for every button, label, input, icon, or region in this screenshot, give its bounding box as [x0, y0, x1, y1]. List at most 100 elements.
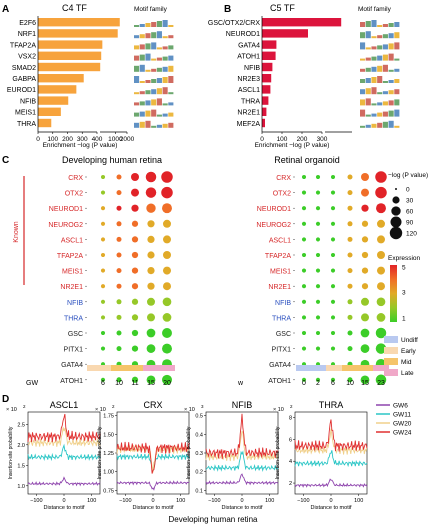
d-yticklabel-CRX-0.75: 0.75 [103, 488, 114, 494]
right-dot-NEUROG2-6 [330, 221, 336, 226]
a-motif-SMAD2-glyph-5 [162, 66, 168, 72]
panel-b-letter: B [224, 4, 231, 15]
right-row-NEUROD1: NEUROD1 [257, 206, 291, 213]
b-motif-GATA4-glyph-2 [371, 46, 377, 50]
left-dot-CRX-15 [145, 171, 157, 183]
panel-c-letter: C [2, 155, 9, 166]
a-motif-MEIS1-glyph-5 [162, 113, 168, 117]
b-motif-ASCL1-glyph-2 [371, 87, 377, 95]
right-dot-THRA-15 [360, 313, 370, 322]
b-motif-NFIB-glyph-6 [394, 68, 400, 72]
left-dot-NR2E1-10 [116, 283, 122, 289]
d-line-NFIB-GW20 [205, 430, 279, 462]
d-legend-label-GW20: GW20 [393, 421, 412, 428]
d-yticklabel-ASCL1-2.0: 2.0 [17, 443, 25, 449]
left-dot-NEUROD1-11 [131, 204, 139, 212]
left-dot-MEIS1-11 [131, 267, 139, 274]
right-dot-ATOH1-0 [301, 377, 307, 382]
panel-d-letter: D [2, 394, 9, 405]
b-motif-GATA4-glyph-0 [360, 42, 366, 50]
d-line-ASCL1-GW20 [27, 427, 101, 448]
left-dot-NEUROD1-10 [116, 205, 122, 211]
right-dot-TFAP2A-15 [361, 251, 369, 259]
right-dot-NR2E1-0 [301, 284, 307, 289]
a-bar-MEIS1 [38, 107, 61, 116]
a-motif-VSX2-glyph-6 [168, 55, 174, 61]
left-dot-PITX1-11 [131, 345, 139, 352]
b-motif-GSC/OTX2/CRX-glyph-0 [360, 22, 366, 27]
b-label-GATA4: GATA4 [238, 42, 260, 49]
left-dot-TFAP2A-10 [116, 252, 122, 258]
right-dot-ATOH1-15 [360, 375, 370, 385]
a-motif-NRF1-glyph-2 [145, 33, 151, 39]
d-xlabel-THRA: Distance to motif [311, 505, 352, 511]
d-xticklabel-THRA-1: 0 [329, 498, 332, 504]
left-row-ASCL1: ASCL1 [61, 237, 83, 244]
d-legend-label-GW6: GW6 [393, 403, 408, 410]
right-dot-NEUROG2-2 [315, 221, 321, 226]
a-label-E2F6: E2F6 [19, 20, 36, 27]
a-bar-EUROD1 [38, 85, 77, 94]
a-motif-NFIB-glyph-1 [139, 101, 145, 106]
right-dot-TFAP2A-10 [347, 252, 353, 258]
right-dot-OTX2-6 [330, 190, 336, 195]
a-motif-EUROD1-glyph-3 [151, 89, 157, 95]
panel-c-left-xlabel: GW [26, 380, 38, 387]
size-legend-dot-0 [395, 188, 397, 190]
d-line-ASCL1-GW6 [27, 476, 101, 487]
b-motif-THRA-glyph-5 [388, 100, 394, 106]
d-yticklabel-NFIB-0.3: 0.3 [195, 451, 203, 457]
b-motif-ATOH1-glyph-0 [360, 58, 366, 61]
left-row-TFAP2A: TFAP2A [57, 253, 83, 260]
a-bar-NRF1 [38, 29, 118, 38]
b-motif-NEUROD1-glyph-5 [388, 33, 394, 39]
size-legend-label-90: 90 [406, 220, 414, 227]
a-motif-NFIB-glyph-5 [162, 103, 168, 106]
panel-b-motif-label: Motif family [358, 6, 392, 13]
right-row-OTX2: OTX2 [273, 191, 291, 198]
left-dot-CRX-10 [116, 174, 122, 180]
right-row-NFIB: NFIB [275, 300, 291, 307]
a-label-VSX2: VSX2 [18, 54, 36, 61]
b-motif-ASCL1-glyph-1 [365, 88, 371, 95]
panel-c-right-title: Retinal organoid [274, 155, 340, 165]
left-row-NR2E1: NR2E1 [60, 284, 83, 291]
a-motif-NFIB-glyph-0 [134, 102, 140, 106]
left-dot-MEIS1-20 [162, 266, 172, 275]
right-dot-NFIB-6 [330, 299, 336, 304]
left-dot-ASCL1-15 [147, 235, 155, 243]
d-frame-ASCL1 [27, 411, 101, 495]
right-dot-NFIB-2 [315, 299, 321, 304]
panel-a-chart: E2F6 NRF1 TFAP2A VSX2 SMAD2 GABPA EUROD1 NFIB ME… [7, 16, 174, 143]
left-dot-ATOH1-11 [131, 376, 139, 383]
size-legend-dot-90 [390, 216, 402, 228]
left-dot-NEUROD1-15 [146, 203, 156, 213]
stage-legend-swatch-Early [384, 347, 398, 354]
b-motif-GSC/OTX2/CRX-glyph-2 [371, 20, 377, 27]
right-dot-THRA-6 [330, 315, 336, 320]
right-dot-MEIS1-23 [376, 266, 386, 275]
left-dot-THRA-10 [116, 314, 122, 320]
left-dot-GSC-10 [116, 330, 122, 336]
left-stage-bar-1 [111, 365, 143, 371]
a-motif-NFIB-glyph-6 [168, 102, 174, 106]
right-dot-NFIB-23 [376, 297, 386, 307]
d-line-THRA-GW24 [294, 419, 368, 452]
left-dot-CRX-6 [100, 174, 106, 180]
a-motif-SMAD2-glyph-1 [139, 64, 145, 72]
left-dot-OTX2-15 [145, 187, 157, 198]
left-row-NFIB: NFIB [67, 300, 83, 307]
right-dot-MEIS1-2 [315, 268, 321, 273]
right-col-23: 23 [377, 380, 385, 387]
d-yticklabel-CRX-1.25: 1.25 [103, 451, 114, 457]
d-yticklabel-THRA-4: 4 [289, 459, 292, 465]
a-motif-NRF1-glyph-0 [134, 35, 140, 39]
a-label-GABPA: GABPA [12, 76, 36, 83]
right-dot-ASCL1-15 [361, 236, 369, 243]
left-row-NEUROG2: NEUROG2 [48, 222, 83, 229]
a-motif-VSX2-glyph-5 [162, 56, 168, 61]
a-bar-VSX2 [38, 51, 102, 60]
size-legend-dot-120 [389, 226, 403, 240]
right-dot-OTX2-2 [315, 190, 321, 195]
panel-b-chart: GSC/OTX2/CRX NEUROD1 GATA4 ATOH1 NFIB NR2E3 AS… [208, 16, 400, 143]
